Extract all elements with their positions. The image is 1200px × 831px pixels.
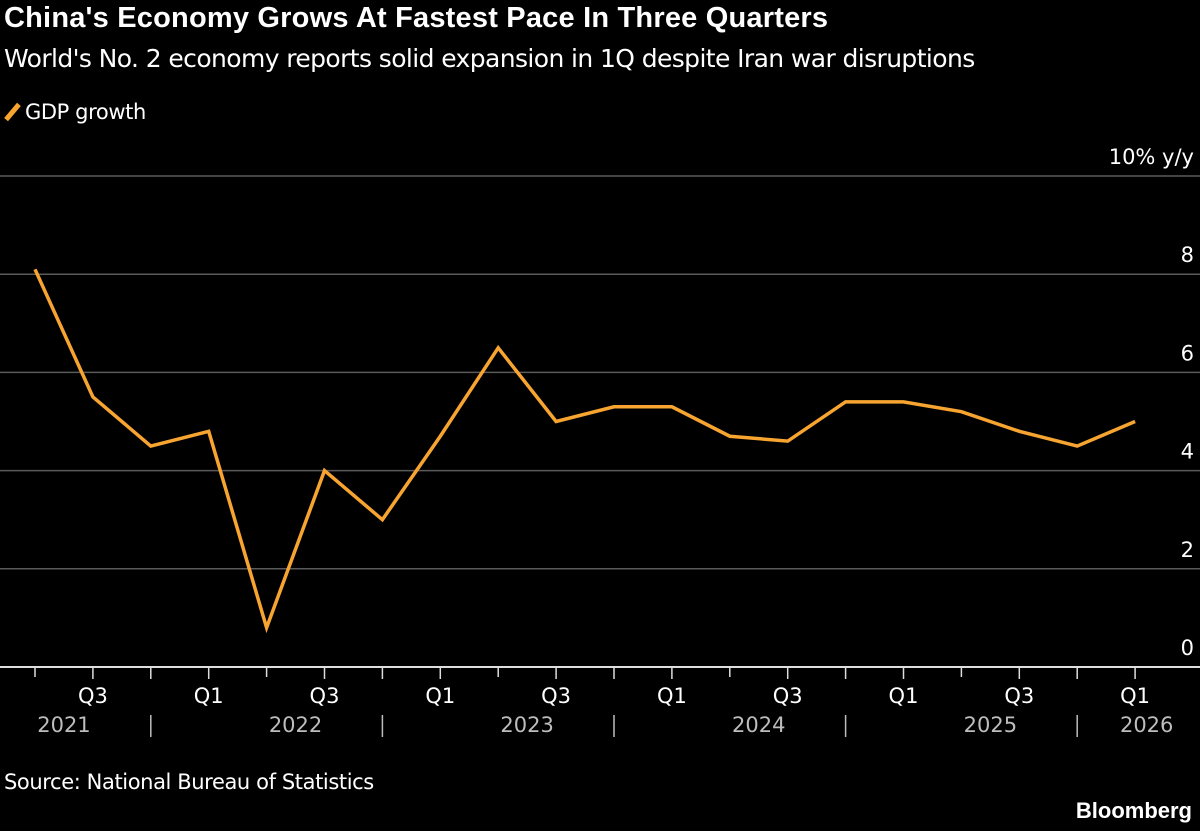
x-tick-label: Q1 <box>194 684 224 708</box>
x-tick-label: Q3 <box>310 684 340 708</box>
x-tick-label: Q3 <box>541 684 571 708</box>
source-note: Source: National Bureau of Statistics <box>4 770 374 794</box>
y-tick-label: 6 <box>1181 341 1194 365</box>
chart-title: China's Economy Grows At Fastest Pace In… <box>4 2 829 34</box>
bloomberg-logo: Bloomberg <box>1075 798 1192 823</box>
y-tick-label: 10% y/y <box>1109 145 1194 169</box>
year-label: 2022 <box>269 713 322 737</box>
y-tick-label: 2 <box>1181 538 1194 562</box>
x-tick-label: Q3 <box>1004 684 1034 708</box>
chart-subtitle: World's No. 2 economy reports solid expa… <box>4 44 975 73</box>
y-tick-label: 8 <box>1181 243 1194 267</box>
x-tick-label: Q3 <box>773 684 803 708</box>
year-label: 2023 <box>500 713 553 737</box>
x-tick-label: Q1 <box>889 684 919 708</box>
year-label: 2024 <box>732 713 785 737</box>
x-tick-label: Q1 <box>657 684 687 708</box>
year-label: 2025 <box>964 713 1017 737</box>
year-label: 2021 <box>37 713 90 737</box>
x-tick-label: Q1 <box>425 684 455 708</box>
y-tick-label: 4 <box>1181 440 1194 464</box>
year-label: 2026 <box>1120 713 1173 737</box>
gdp-growth-line <box>33 268 1136 634</box>
x-tick-label: Q1 <box>1120 684 1150 708</box>
line-chart: 0 2 4 6 8 10% y/y Q3 Q1 Q3 Q1 Q3 Q1 Q3 Q1 Q3 Q1 2021 2022… <box>0 145 1200 737</box>
x-tick-label: Q3 <box>78 684 108 708</box>
legend-label: GDP growth <box>25 100 146 124</box>
y-tick-label: 0 <box>1181 636 1194 660</box>
legend: GDP growth <box>4 100 146 124</box>
